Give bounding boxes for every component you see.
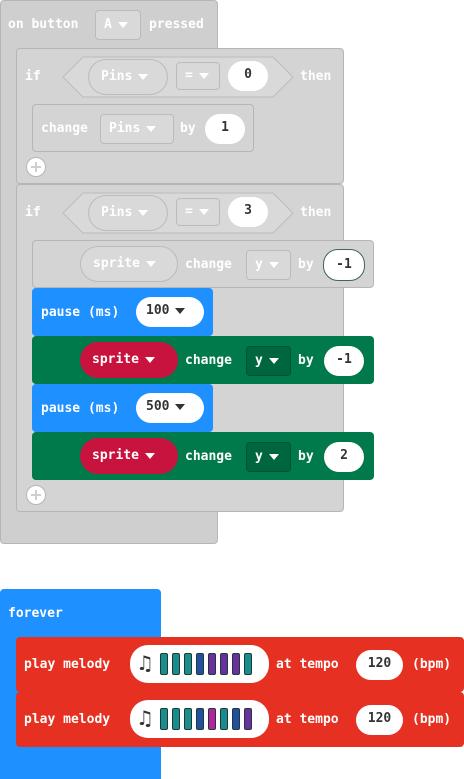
axis-dropdown[interactable]: y [246,442,291,472]
tempo-label: at tempo [276,657,339,672]
melody-editor[interactable]: ♫ [130,645,269,683]
axis-dropdown[interactable]: y [246,250,291,280]
melody-note-bar [160,708,168,730]
sprite-variable-dropdown[interactable]: sprite [80,438,178,474]
chevron-down-icon [198,72,209,79]
button-dropdown[interactable]: A [95,10,141,40]
melody-editor[interactable]: ♫ [130,700,269,738]
melody-note-bar [196,653,204,675]
change-label: change [185,257,232,272]
then-keyword: then [300,69,332,84]
melody-note-bar [220,653,228,675]
chevron-down-icon [138,209,149,216]
change-value-input[interactable]: 2 [324,442,364,472]
pause-duration-dropdown[interactable]: 500 [136,393,204,423]
chevron-down-icon [146,125,157,132]
chevron-down-icon [144,356,155,363]
melody-note-bar [196,708,204,730]
bpm-label: (bpm) [412,657,452,672]
pause-label: pause (ms) [41,305,120,320]
music-note-icon: ♫ [136,651,154,675]
change-value-input[interactable]: -1 [323,249,365,281]
by-label: by [298,257,314,272]
change-label: change [185,353,232,368]
operator-dropdown[interactable]: = [176,62,220,90]
chevron-down-icon [198,208,209,215]
melody-note-bar [208,653,216,675]
variable-dropdown-pins[interactable]: Pins [88,195,168,231]
pause-duration-dropdown[interactable]: 100 [136,297,204,327]
bpm-label: (bpm) [412,712,452,727]
chevron-down-icon [175,403,186,410]
melody-note-bar [232,708,240,730]
by-label: by [298,449,314,464]
chevron-down-icon [268,357,279,364]
tempo-input[interactable]: 120 [356,705,403,735]
melody-note-bar [244,653,252,675]
music-note-icon: ♫ [136,706,154,730]
change-label: change [41,121,88,136]
chevron-down-icon [145,260,156,267]
if-keyword: if [25,205,41,220]
melody-note-bar [184,708,192,730]
chevron-down-icon [117,21,128,28]
melody-note-bar [172,708,180,730]
then-keyword: then [300,205,332,220]
chevron-down-icon [268,261,279,268]
change-label: change [185,449,232,464]
melody-note-bar [160,653,168,675]
change-value-input[interactable]: 1 [205,114,245,144]
axis-dropdown[interactable]: y [246,346,291,376]
melody-note-bar [208,708,216,730]
by-label: by [180,121,196,136]
chevron-down-icon [175,307,186,314]
forever-label: forever [8,606,63,621]
melody-note-bar [232,653,240,675]
chevron-down-icon [138,73,149,80]
variable-dropdown-pins[interactable]: Pins [88,59,168,95]
play-melody-label: play melody [24,712,111,727]
pause-label: pause (ms) [41,401,120,416]
change-value-input[interactable]: -1 [324,346,364,376]
sprite-variable-dropdown[interactable]: sprite [80,246,178,282]
compare-value-input[interactable]: 0 [228,61,268,91]
if-keyword: if [25,69,41,84]
operator-dropdown[interactable]: = [176,198,220,226]
chevron-down-icon [268,453,279,460]
event-suffix: pressed [149,17,204,32]
by-label: by [298,353,314,368]
chevron-down-icon [144,452,155,459]
tempo-label: at tempo [276,712,339,727]
melody-note-bar [172,653,180,675]
add-else-plus-icon[interactable] [26,485,46,505]
melody-note-bar [244,708,252,730]
add-else-plus-icon[interactable] [26,157,46,177]
event-prefix: on button [8,17,79,32]
melody-note-bar [220,708,228,730]
melody-note-bar [184,653,192,675]
variable-dropdown-pins[interactable]: Pins [100,114,174,144]
sprite-variable-dropdown[interactable]: sprite [80,342,178,378]
compare-value-input[interactable]: 3 [228,197,268,227]
tempo-input[interactable]: 120 [356,650,403,680]
play-melody-label: play melody [24,657,111,672]
